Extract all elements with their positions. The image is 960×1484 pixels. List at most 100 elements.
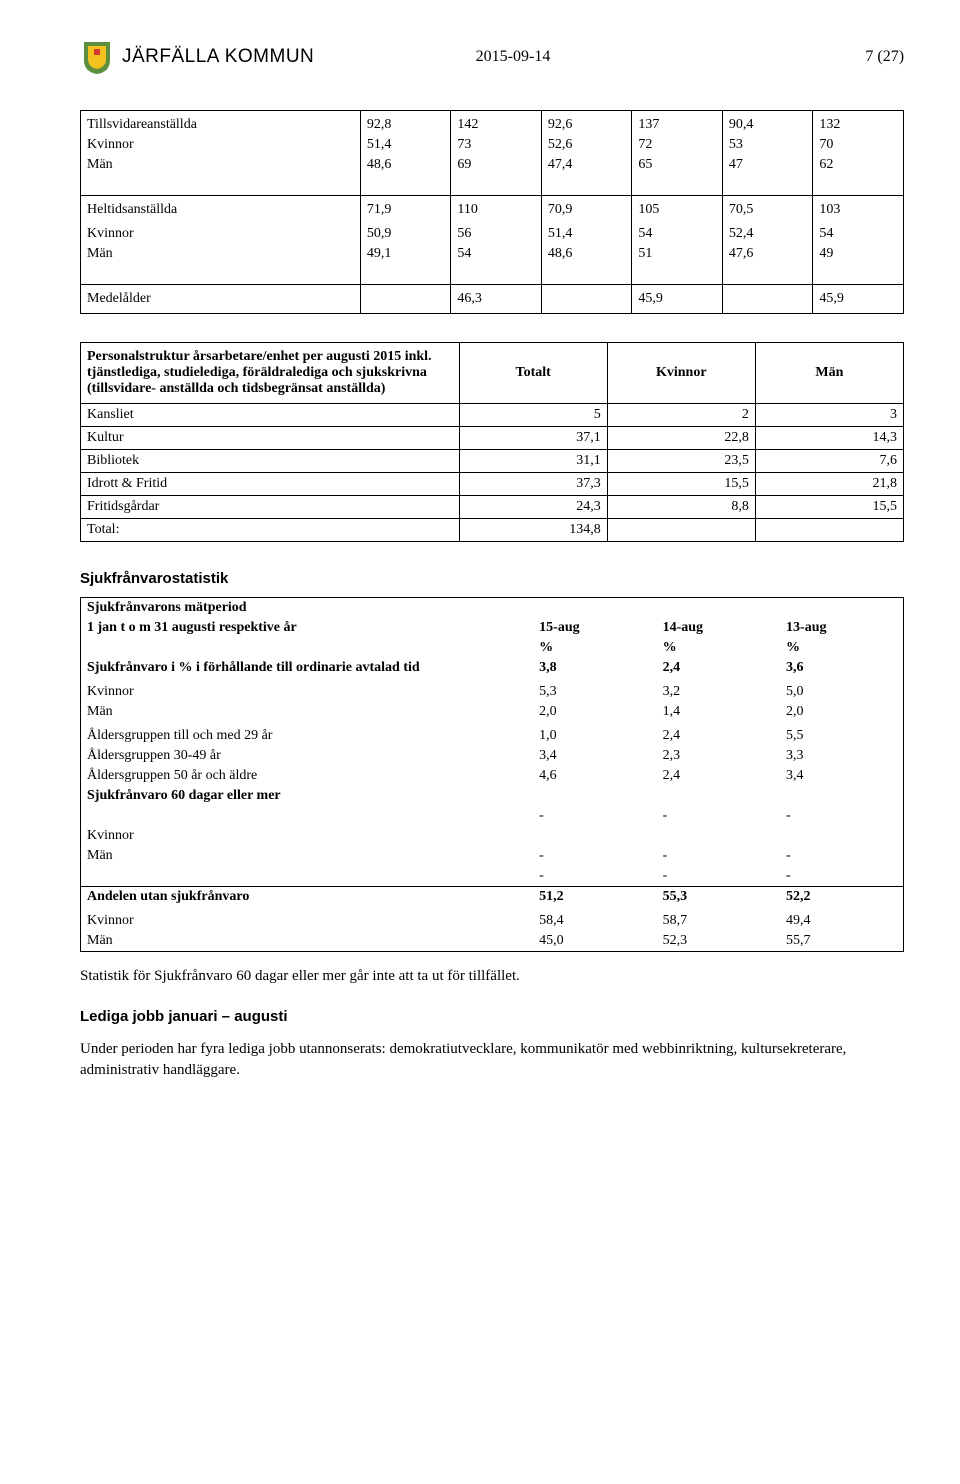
t3-cell: [657, 786, 780, 806]
t1-cell: 46,3: [451, 285, 542, 314]
t3-cell: 45,0: [533, 931, 656, 952]
t3-cell: 2,0: [533, 702, 656, 722]
t2-row-label: Fritidsgårdar: [81, 496, 460, 519]
t1-cell: 50,9: [360, 224, 451, 244]
t1-cell: 70,9: [541, 196, 632, 225]
t1-cell: 62: [813, 155, 904, 175]
t3-cell: 5,0: [780, 682, 903, 702]
t1-cell: 70,5: [722, 196, 813, 225]
t3-row-label: Åldersgruppen 30-49 år: [81, 746, 534, 766]
t1-cell: 47,6: [722, 244, 813, 264]
t2-col-man: Män: [755, 343, 903, 404]
t2-cell: 14,3: [755, 427, 903, 450]
t1-cell: 48,6: [360, 155, 451, 175]
t3-cell: [533, 826, 656, 846]
municipality-shield-icon: [80, 40, 114, 74]
t1-cell: 47,4: [541, 155, 632, 175]
t3-row-label: Män: [81, 702, 534, 722]
t3-cell: 3,8: [533, 658, 656, 678]
t1-cell: 48,6: [541, 244, 632, 264]
t1-cell: 71,9: [360, 196, 451, 225]
t2-col-kvinnor: Kvinnor: [607, 343, 755, 404]
t2-cell: 7,6: [755, 450, 903, 473]
t1-cell: 49: [813, 244, 904, 264]
t3-row-label: [81, 866, 534, 887]
t2-cell: 23,5: [607, 450, 755, 473]
t3-cell: 58,7: [657, 911, 780, 931]
t1-cell: 54: [632, 224, 723, 244]
t3-period-label: Sjukfrånvarons mätperiod: [81, 598, 534, 619]
t1-cell: 51,4: [360, 135, 451, 155]
t3-cell: 55,3: [657, 887, 780, 908]
t2-row-label: Kultur: [81, 427, 460, 450]
t3-cell: 58,4: [533, 911, 656, 931]
t3-cell: 4,6: [533, 766, 656, 786]
t3-cell: [657, 826, 780, 846]
t1-cell: 56: [451, 224, 542, 244]
t1-cell: 92,6: [541, 111, 632, 136]
t2-row-label: Kansliet: [81, 404, 460, 427]
t1-cell: [722, 285, 813, 314]
t3-cell: -: [657, 846, 780, 866]
t1-row-label: Heltidsanställda: [81, 196, 361, 225]
t2-cell: 15,5: [755, 496, 903, 519]
t2-cell: 134,8: [459, 519, 607, 542]
t3-cell: 51,2: [533, 887, 656, 908]
t2-cell: 15,5: [607, 473, 755, 496]
t3-cell: 1,4: [657, 702, 780, 722]
t1-cell: 69: [451, 155, 542, 175]
t1-cell: 65: [632, 155, 723, 175]
t3-cell: 52,2: [780, 887, 903, 908]
t3-col-2: 13-aug: [780, 618, 903, 638]
t3-col-0: 15-aug: [533, 618, 656, 638]
personalstruktur-table: Personalstruktur årsarbetare/enhet per a…: [80, 342, 904, 542]
t3-unit-0: %: [533, 638, 656, 658]
sjukfranvaro-table: Sjukfrånvarons mätperiod 1 jan t o m 31 …: [80, 597, 904, 952]
t3-cell: 2,4: [657, 766, 780, 786]
t3-cell: 2,4: [657, 726, 780, 746]
t3-row-label: Åldersgruppen till och med 29 år: [81, 726, 534, 746]
t2-col-totalt: Totalt: [459, 343, 607, 404]
t2-row-label: Total:: [81, 519, 460, 542]
header-date: 2015-09-14: [383, 48, 644, 66]
t3-cell: 1,0: [533, 726, 656, 746]
t3-cell: -: [533, 846, 656, 866]
t1-cell: 110: [451, 196, 542, 225]
note-after-t3: Statistik för Sjukfrånvaro 60 dagar elle…: [80, 966, 904, 986]
t2-cell: 24,3: [459, 496, 607, 519]
t3-cell: 55,7: [780, 931, 903, 952]
t3-row-label: Sjukfrånvaro 60 dagar eller mer: [81, 786, 534, 806]
t3-cell: 5,5: [780, 726, 903, 746]
t3-period-sub: 1 jan t o m 31 augusti respektive år: [81, 618, 534, 638]
t1-cell: 73: [451, 135, 542, 155]
t3-cell: [780, 786, 903, 806]
t1-cell: 137: [632, 111, 723, 136]
t1-cell: 45,9: [813, 285, 904, 314]
t3-row-label: Män: [81, 846, 534, 866]
t3-col-1: 14-aug: [657, 618, 780, 638]
t3-cell: -: [657, 806, 780, 826]
t2-row-label: Idrott & Fritid: [81, 473, 460, 496]
t2-head-label: Personalstruktur årsarbetare/enhet per a…: [81, 343, 460, 404]
t3-row-label: Kvinnor: [81, 682, 534, 702]
t1-cell: 45,9: [632, 285, 723, 314]
t3-cell: 2,3: [657, 746, 780, 766]
t3-cell: -: [533, 806, 656, 826]
employment-table: Tillsvidareanställda92,814292,613790,413…: [80, 110, 904, 314]
t3-cell: -: [780, 866, 903, 887]
t1-row-label: Män: [81, 155, 361, 175]
t3-cell: 3,3: [780, 746, 903, 766]
t3-row-label: Andelen utan sjukfrånvaro: [81, 887, 534, 908]
t3-row-label: Åldersgruppen 50 år och äldre: [81, 766, 534, 786]
t2-cell: 3: [755, 404, 903, 427]
t1-cell: 105: [632, 196, 723, 225]
t3-cell: -: [533, 866, 656, 887]
t1-cell: 53: [722, 135, 813, 155]
t3-row-label: Kvinnor: [81, 911, 534, 931]
t1-cell: 47: [722, 155, 813, 175]
t3-cell: -: [657, 866, 780, 887]
page-header: JÄRFÄLLA KOMMUN 2015-09-14 7 (27): [80, 40, 904, 74]
t2-row-label: Bibliotek: [81, 450, 460, 473]
t2-cell: 21,8: [755, 473, 903, 496]
t1-cell: 90,4: [722, 111, 813, 136]
